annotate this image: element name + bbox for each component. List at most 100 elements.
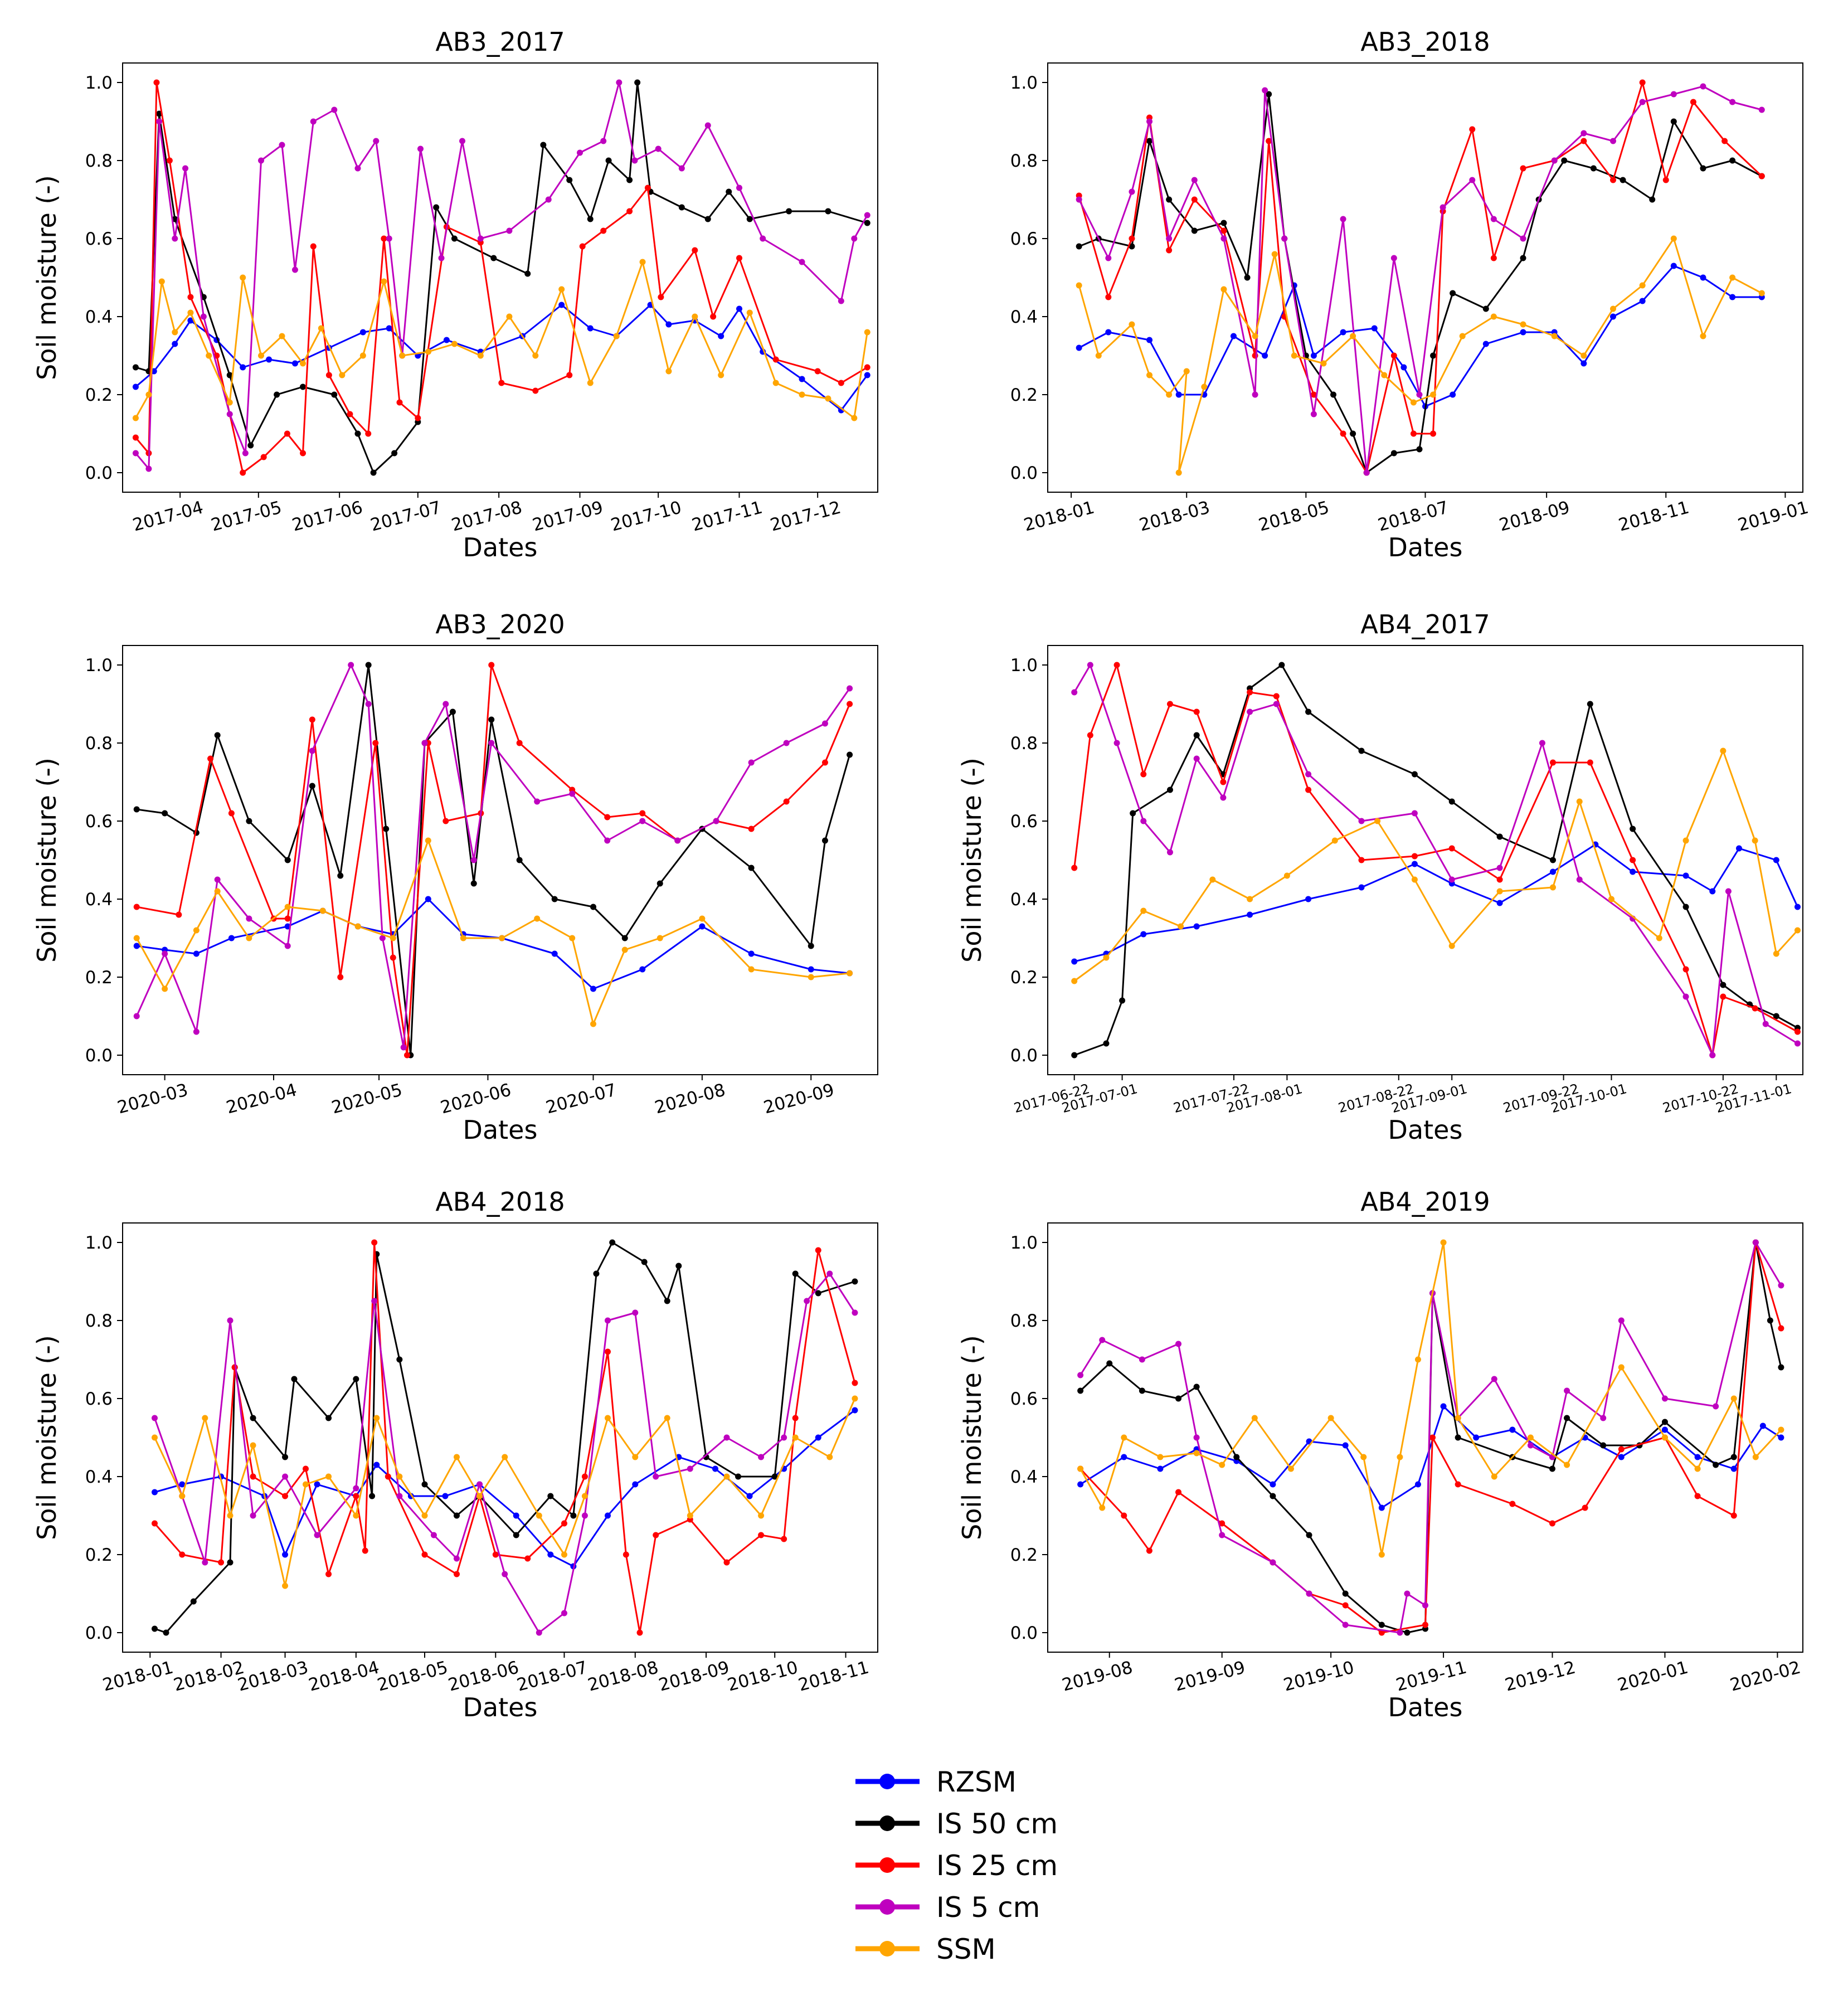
data-point [319, 907, 326, 914]
data-point [172, 216, 178, 222]
data-point [242, 450, 249, 457]
series-line-IS-50-cm [154, 1241, 855, 1634]
y-tick-label: 0.2 [85, 1545, 113, 1565]
data-point [1251, 1415, 1258, 1421]
data-point [587, 216, 594, 222]
data-point [390, 935, 396, 941]
data-point [284, 904, 291, 910]
data-point [577, 149, 583, 156]
data-point [1729, 274, 1736, 281]
data-point [653, 1532, 659, 1538]
data-point [534, 798, 541, 805]
data-point [1191, 177, 1198, 183]
data-point [1580, 138, 1587, 144]
data-point [279, 333, 285, 339]
data-point [1630, 826, 1636, 832]
data-point [561, 1520, 567, 1527]
data-point [540, 142, 547, 148]
data-point [202, 1415, 208, 1421]
data-point [1306, 1532, 1312, 1538]
data-point [348, 662, 354, 668]
data-point [675, 1263, 682, 1269]
data-point [337, 872, 344, 879]
data-point [1105, 329, 1112, 336]
data-point [1670, 263, 1677, 269]
data-point [838, 298, 844, 304]
data-point [1305, 896, 1312, 902]
series-line-IS-25-cm [1073, 664, 1798, 1056]
data-point [1630, 868, 1636, 875]
data-point [1639, 298, 1646, 304]
data-point [758, 1454, 765, 1460]
data-point [1580, 352, 1587, 359]
data-point [488, 662, 495, 668]
plot-frame [1047, 1222, 1803, 1653]
data-point [723, 1473, 730, 1480]
data-point [1730, 1395, 1737, 1402]
y-tick-label: 0.6 [1010, 229, 1038, 249]
x-tick-label: 2018-09 [656, 1657, 731, 1695]
data-point [1440, 204, 1446, 211]
data-point [1713, 1462, 1719, 1468]
series-line-IS-5-cm [1078, 85, 1762, 474]
data-point [1129, 321, 1135, 328]
chart-title: AB3_2017 [435, 27, 565, 57]
data-point [1491, 1473, 1497, 1480]
data-point [176, 911, 182, 918]
y-tick-label: 0.8 [85, 151, 113, 171]
data-point [1690, 99, 1696, 105]
data-point [151, 1520, 158, 1527]
y-tick-label: 0.8 [85, 734, 113, 754]
data-point [425, 348, 432, 355]
data-point [133, 904, 140, 910]
data-point [309, 747, 315, 754]
data-point [864, 372, 870, 378]
data-point [499, 935, 505, 941]
data-point [226, 411, 233, 417]
data-point [1175, 1395, 1182, 1402]
series-line-RZSM [1078, 265, 1762, 407]
data-point [1140, 818, 1147, 824]
series-line-SSM [1078, 237, 1763, 474]
data-point [1661, 1419, 1668, 1425]
series-line-IS-5-cm [154, 1273, 856, 1634]
data-point [847, 701, 853, 707]
data-point [1778, 1364, 1784, 1371]
data-point [396, 1473, 403, 1480]
data-point [1520, 235, 1526, 242]
data-point [399, 352, 406, 359]
data-point [1166, 196, 1173, 203]
data-point [1729, 294, 1736, 300]
data-point [1106, 1360, 1113, 1367]
data-point [246, 915, 252, 922]
data-point [1422, 1622, 1428, 1628]
data-point [604, 1512, 611, 1519]
y-tick-label: 0.0 [85, 1623, 113, 1643]
series-line-RZSM [135, 304, 868, 411]
data-point [1146, 118, 1153, 125]
data-point [687, 1512, 693, 1519]
legend: RZSM IS 50 cm IS 25 cm IS 5 cm SSM [855, 1766, 1058, 1965]
data-point [459, 138, 466, 144]
data-point [1076, 196, 1082, 203]
data-point [1378, 1629, 1385, 1636]
y-tick-label: 1.0 [85, 1233, 113, 1253]
data-point [314, 1481, 320, 1488]
data-point [825, 395, 831, 402]
data-point [581, 1473, 588, 1480]
data-point [1639, 79, 1646, 86]
series-line-SSM [135, 839, 850, 1025]
data-point [266, 356, 273, 363]
chart-title: AB4_2019 [1360, 1187, 1490, 1217]
data-point [1778, 1282, 1784, 1289]
data-point [665, 368, 672, 375]
data-point [1183, 368, 1190, 375]
data-point [1694, 1454, 1701, 1460]
data-point [1374, 818, 1381, 824]
data-point [476, 1493, 483, 1499]
data-point [1459, 333, 1466, 339]
series-line-IS-5-cm [135, 664, 850, 1048]
data-point [442, 818, 449, 824]
data-point [1482, 341, 1489, 347]
data-point [279, 142, 285, 148]
